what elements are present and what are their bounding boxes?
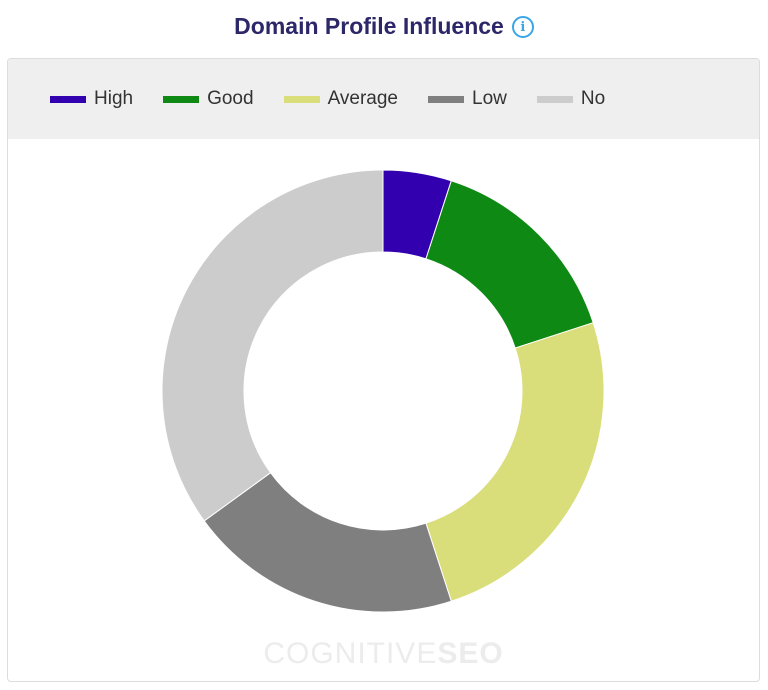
legend-item-average[interactable]: Average — [283, 88, 398, 110]
chart-title: Domain Profile Influence — [234, 12, 504, 39]
legend-label-average: Average — [327, 88, 398, 109]
donut-slice-low[interactable] — [203, 472, 452, 613]
legend-label-no: No — [580, 88, 606, 109]
legend-label-good: Good — [207, 88, 254, 109]
legend-item-good[interactable]: Good — [163, 88, 254, 110]
legend-item-high[interactable]: High — [50, 88, 133, 110]
donut-slice-good[interactable] — [425, 180, 594, 349]
legend-swatch-no — [536, 95, 573, 103]
info-icon[interactable]: i — [511, 16, 534, 38]
chart-legend: High Good Average Low No — [8, 59, 759, 139]
legend-swatch-average — [283, 95, 320, 103]
donut-slice-no[interactable] — [161, 169, 384, 522]
legend-label-high: High — [94, 88, 134, 109]
donut-chart — [161, 169, 605, 613]
legend-swatch-low — [428, 95, 464, 103]
chart-header: Domain Profile Influence i — [0, 8, 768, 44]
watermark-text-cognitive: COGNITIVE — [263, 637, 438, 670]
legend-item-low[interactable]: Low — [428, 88, 507, 110]
legend-item-no[interactable]: No — [536, 88, 606, 110]
legend-label-low: Low — [472, 88, 507, 109]
watermark-text-seo: SEO — [437, 637, 504, 670]
legend-swatch-good — [163, 95, 200, 103]
watermark-logo: COGNITIVESEO — [8, 637, 759, 671]
chart-panel: High Good Average Low No COGNITIVESEO — [7, 58, 760, 682]
donut-slice-average[interactable] — [425, 322, 605, 602]
legend-swatch-high — [50, 95, 86, 103]
